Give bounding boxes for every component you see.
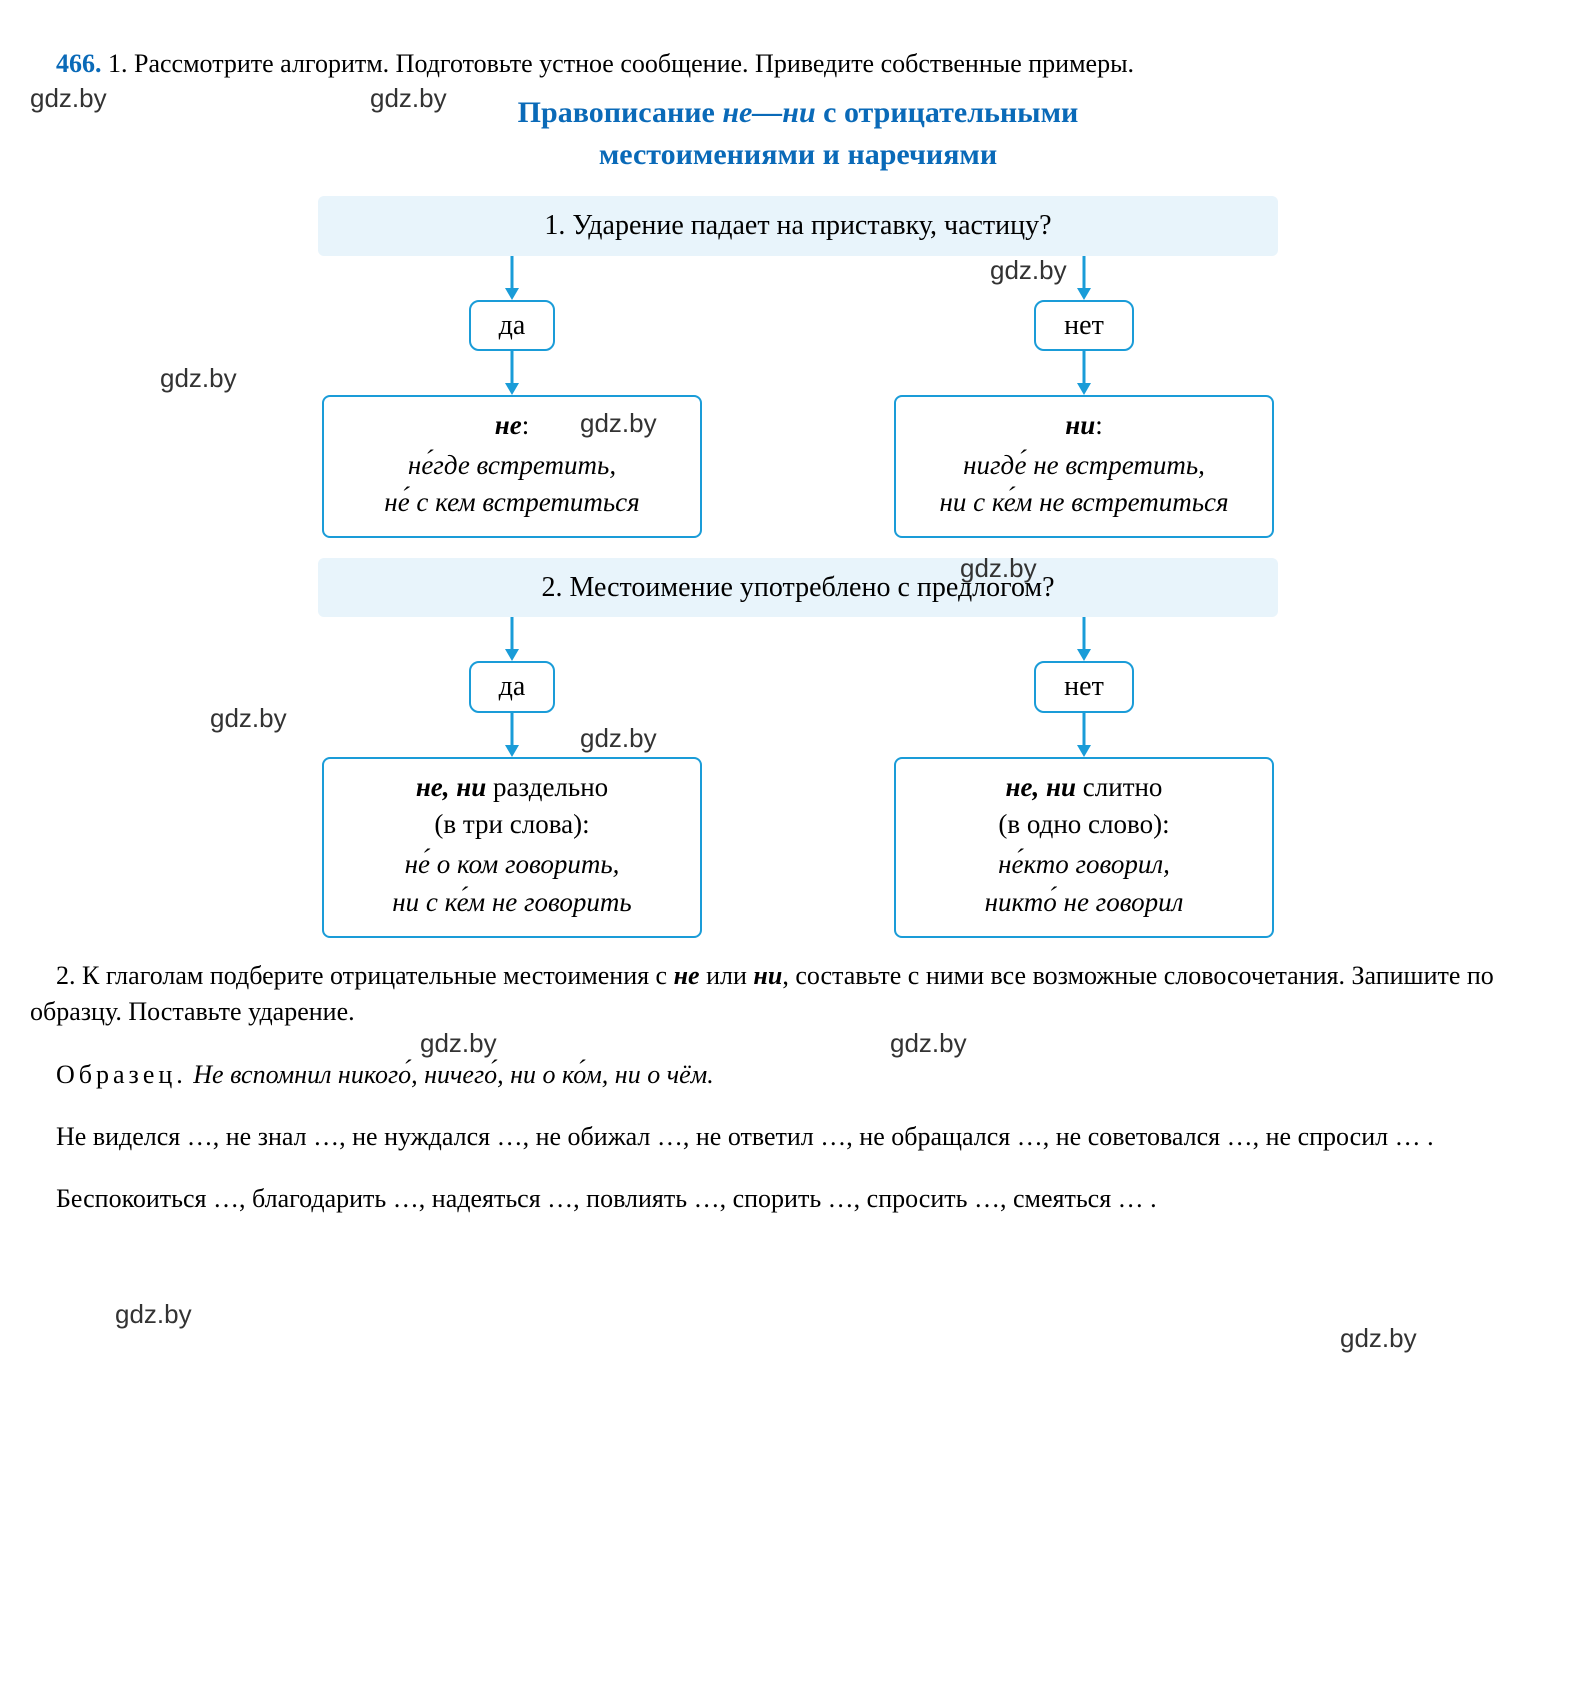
leaf-box-together: не, ни слитно (в одно слово): не́кто гов…	[894, 757, 1274, 938]
leaf-box-ni: ни: нигде́ не встретить, ни с ке́м не вс…	[894, 395, 1274, 538]
diagram-2: 2. Местоимение употреблено с предлогом? …	[30, 558, 1566, 938]
intro-text: 1. Рассмотрите алгоритм. Подготовьте уст…	[102, 49, 1135, 78]
leaf-head: не, ни	[1006, 772, 1076, 802]
leaf-body: нигде́ не встретить, ни с ке́м не встрет…	[924, 447, 1244, 523]
title-line1-a: Правописание	[518, 96, 723, 129]
task2-a: 2. К глаголам подберите отрицательные ме…	[56, 961, 674, 990]
diagram-1: 1. Ударение падает на приставку, частицу…	[30, 196, 1566, 538]
example-label: Образец.	[56, 1060, 187, 1089]
branch-yes-2: да не, ни раздельно (в три слова): не́ о…	[248, 617, 776, 937]
no-box: нет	[1034, 661, 1134, 712]
no-box: нет	[1034, 300, 1134, 351]
fill-para-2: Беспокоиться …, благодарить …, надеяться…	[30, 1181, 1566, 1217]
exercise-intro: 466. 1. Рассмотрите алгоритм. Подготовьт…	[30, 46, 1566, 82]
arrow-icon	[502, 617, 522, 661]
leaf-box-ne: не: не́где встретить, не́ с кем встретит…	[322, 395, 702, 538]
arrow-icon	[502, 256, 522, 300]
leaf-box-separate: не, ни раздельно (в три слова): не́ о ко…	[322, 757, 702, 938]
watermark: gdz.by	[1340, 1320, 1417, 1356]
fill-text: Не виделся …, не знал …, не нуждался …, …	[56, 1122, 1434, 1151]
example-text: Не вспомнил никого́, ничего́, ни о ко́м,…	[187, 1060, 714, 1089]
arrow-icon	[502, 351, 522, 395]
exercise-number: 466.	[56, 49, 102, 78]
branches-2: да не, ни раздельно (в три слова): не́ о…	[248, 617, 1348, 937]
question-box-2: 2. Местоимение употреблено с предлогом?	[318, 558, 1278, 617]
fill-para-1: Не виделся …, не знал …, не нуждался …, …	[30, 1119, 1566, 1155]
leaf-body: не́ о ком говорить, ни с ке́м не говорит…	[352, 846, 672, 922]
leaf-body: не́где встретить, не́ с кем встретиться	[352, 447, 672, 523]
leaf-line: не́кто говорил,	[998, 849, 1170, 879]
leaf-body: не́кто говорил, никто́ не говорил	[924, 846, 1244, 922]
leaf-line: не́где встретить,	[408, 450, 616, 480]
leaf-sub: (в три слова):	[352, 806, 672, 844]
task2-ne: не	[674, 961, 700, 990]
task2-mid: или	[700, 961, 754, 990]
example: Образец. Не вспомнил никого́, ничего́, н…	[30, 1057, 1566, 1093]
leaf-head: не	[495, 410, 522, 440]
diagram-title: Правописание не—ни с отрицательными мест…	[30, 92, 1566, 176]
leaf-sub: (в одно слово):	[924, 806, 1244, 844]
task2-ni: ни	[753, 961, 782, 990]
arrow-icon	[1074, 256, 1094, 300]
leaf-head-after: :	[522, 410, 530, 440]
arrow-icon	[1074, 713, 1094, 757]
title-line1-b: не—ни	[722, 96, 815, 129]
leaf-head-after: :	[1095, 410, 1103, 440]
fill-text: Беспокоиться …, благодарить …, надеяться…	[56, 1184, 1157, 1213]
branch-no-1: нет ни: нигде́ не встретить, ни с ке́м н…	[820, 256, 1348, 539]
task-2: 2. К глаголам подберите отрицательные ме…	[30, 958, 1566, 1031]
leaf-line: не́ с кем встретиться	[384, 487, 639, 517]
title-line1-c: с отрицательными	[816, 96, 1079, 129]
arrow-icon	[1074, 617, 1094, 661]
branch-no-2: нет не, ни слитно (в одно слово): не́кто…	[820, 617, 1348, 937]
branches-1: да не: не́где встретить, не́ с кем встре…	[248, 256, 1348, 539]
leaf-line: ни с ке́м не говорить	[392, 887, 631, 917]
question-box-1: 1. Ударение падает на приставку, частицу…	[318, 196, 1278, 255]
title-line2: местоимениями и наречиями	[599, 138, 997, 171]
yes-box: да	[469, 300, 556, 351]
watermark: gdz.by	[115, 1296, 192, 1332]
branch-yes-1: да не: не́где встретить, не́ с кем встре…	[248, 256, 776, 539]
leaf-head: не, ни	[416, 772, 486, 802]
arrow-icon	[1074, 351, 1094, 395]
leaf-line: не́ о ком говорить,	[405, 849, 620, 879]
leaf-head-after: раздельно	[486, 772, 608, 802]
leaf-head-after: слитно	[1076, 772, 1162, 802]
arrow-icon	[502, 713, 522, 757]
leaf-head: ни	[1065, 410, 1095, 440]
leaf-line: нигде́ не встретить,	[963, 450, 1205, 480]
leaf-line: ни с ке́м не встретиться	[939, 487, 1228, 517]
yes-box: да	[469, 661, 556, 712]
leaf-line: никто́ не говорил	[985, 887, 1184, 917]
